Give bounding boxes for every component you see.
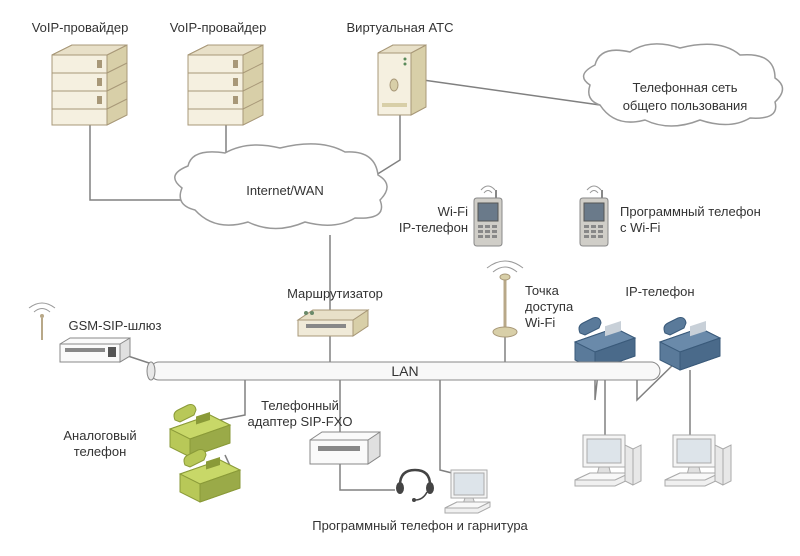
router-icon xyxy=(298,310,368,336)
sipfxo-label-1: Телефонный xyxy=(261,398,339,413)
cloud-pstn: Телефонная сеть общего пользования xyxy=(584,44,783,126)
virtual-atc-icon xyxy=(378,45,426,115)
wifi-ip-phone-icon xyxy=(474,186,502,246)
softphone-pc-icon xyxy=(445,470,490,513)
soft-wifi-label-1: Программный телефон xyxy=(620,204,761,219)
voip-server-1-icon xyxy=(52,45,127,125)
wifi-ip-label-2: IP-телефон xyxy=(399,220,468,235)
pc-1-icon xyxy=(575,435,641,486)
analog-label-2: телефон xyxy=(74,444,127,459)
internet-label: Internet/WAN xyxy=(246,183,324,198)
lan-bar: LAN xyxy=(147,362,660,380)
network-diagram: Телефонная сеть общего пользования Inter… xyxy=(0,0,800,556)
ap-label-1: Точка xyxy=(525,283,560,298)
ip-phone-2-icon xyxy=(660,318,720,370)
gsm-gateway-icon xyxy=(60,338,130,362)
voip1-label: VoIP-провайдер xyxy=(32,20,129,35)
vatc-label: Виртуальная АТС xyxy=(347,20,454,35)
analog-phone-2-icon xyxy=(180,450,240,502)
soft-wifi-phone-icon xyxy=(580,186,608,246)
lan-label: LAN xyxy=(391,363,418,379)
pc-2-icon xyxy=(665,435,731,486)
softphone-label: Программный телефон и гарнитура xyxy=(312,518,528,533)
gsm-label: GSM-SIP-шлюз xyxy=(69,318,162,333)
soft-wifi-label-2: с Wi-Fi xyxy=(620,220,661,235)
gsm-antenna-icon xyxy=(29,303,55,340)
cloud-internet: Internet/WAN xyxy=(175,144,387,229)
ap-label-3: Wi-Fi xyxy=(525,315,555,330)
router-label: Маршрутизатор xyxy=(287,286,383,301)
pstn-label-1: Телефонная сеть xyxy=(632,80,737,95)
analog-label-1: Аналоговый xyxy=(63,428,136,443)
voip-server-2-icon xyxy=(188,45,263,125)
headset-icon xyxy=(396,470,434,502)
access-point-icon xyxy=(487,261,523,337)
ipphone-label: IP-телефон xyxy=(625,284,694,299)
wifi-ip-label-1: Wi-Fi xyxy=(438,204,468,219)
sip-fxo-adapter-icon xyxy=(310,432,380,464)
voip2-label: VoIP-провайдер xyxy=(170,20,267,35)
ap-label-2: доступа xyxy=(525,299,574,314)
pstn-label-2: общего пользования xyxy=(623,98,748,113)
sipfxo-label-2: адаптер SIP-FXO xyxy=(248,414,353,429)
